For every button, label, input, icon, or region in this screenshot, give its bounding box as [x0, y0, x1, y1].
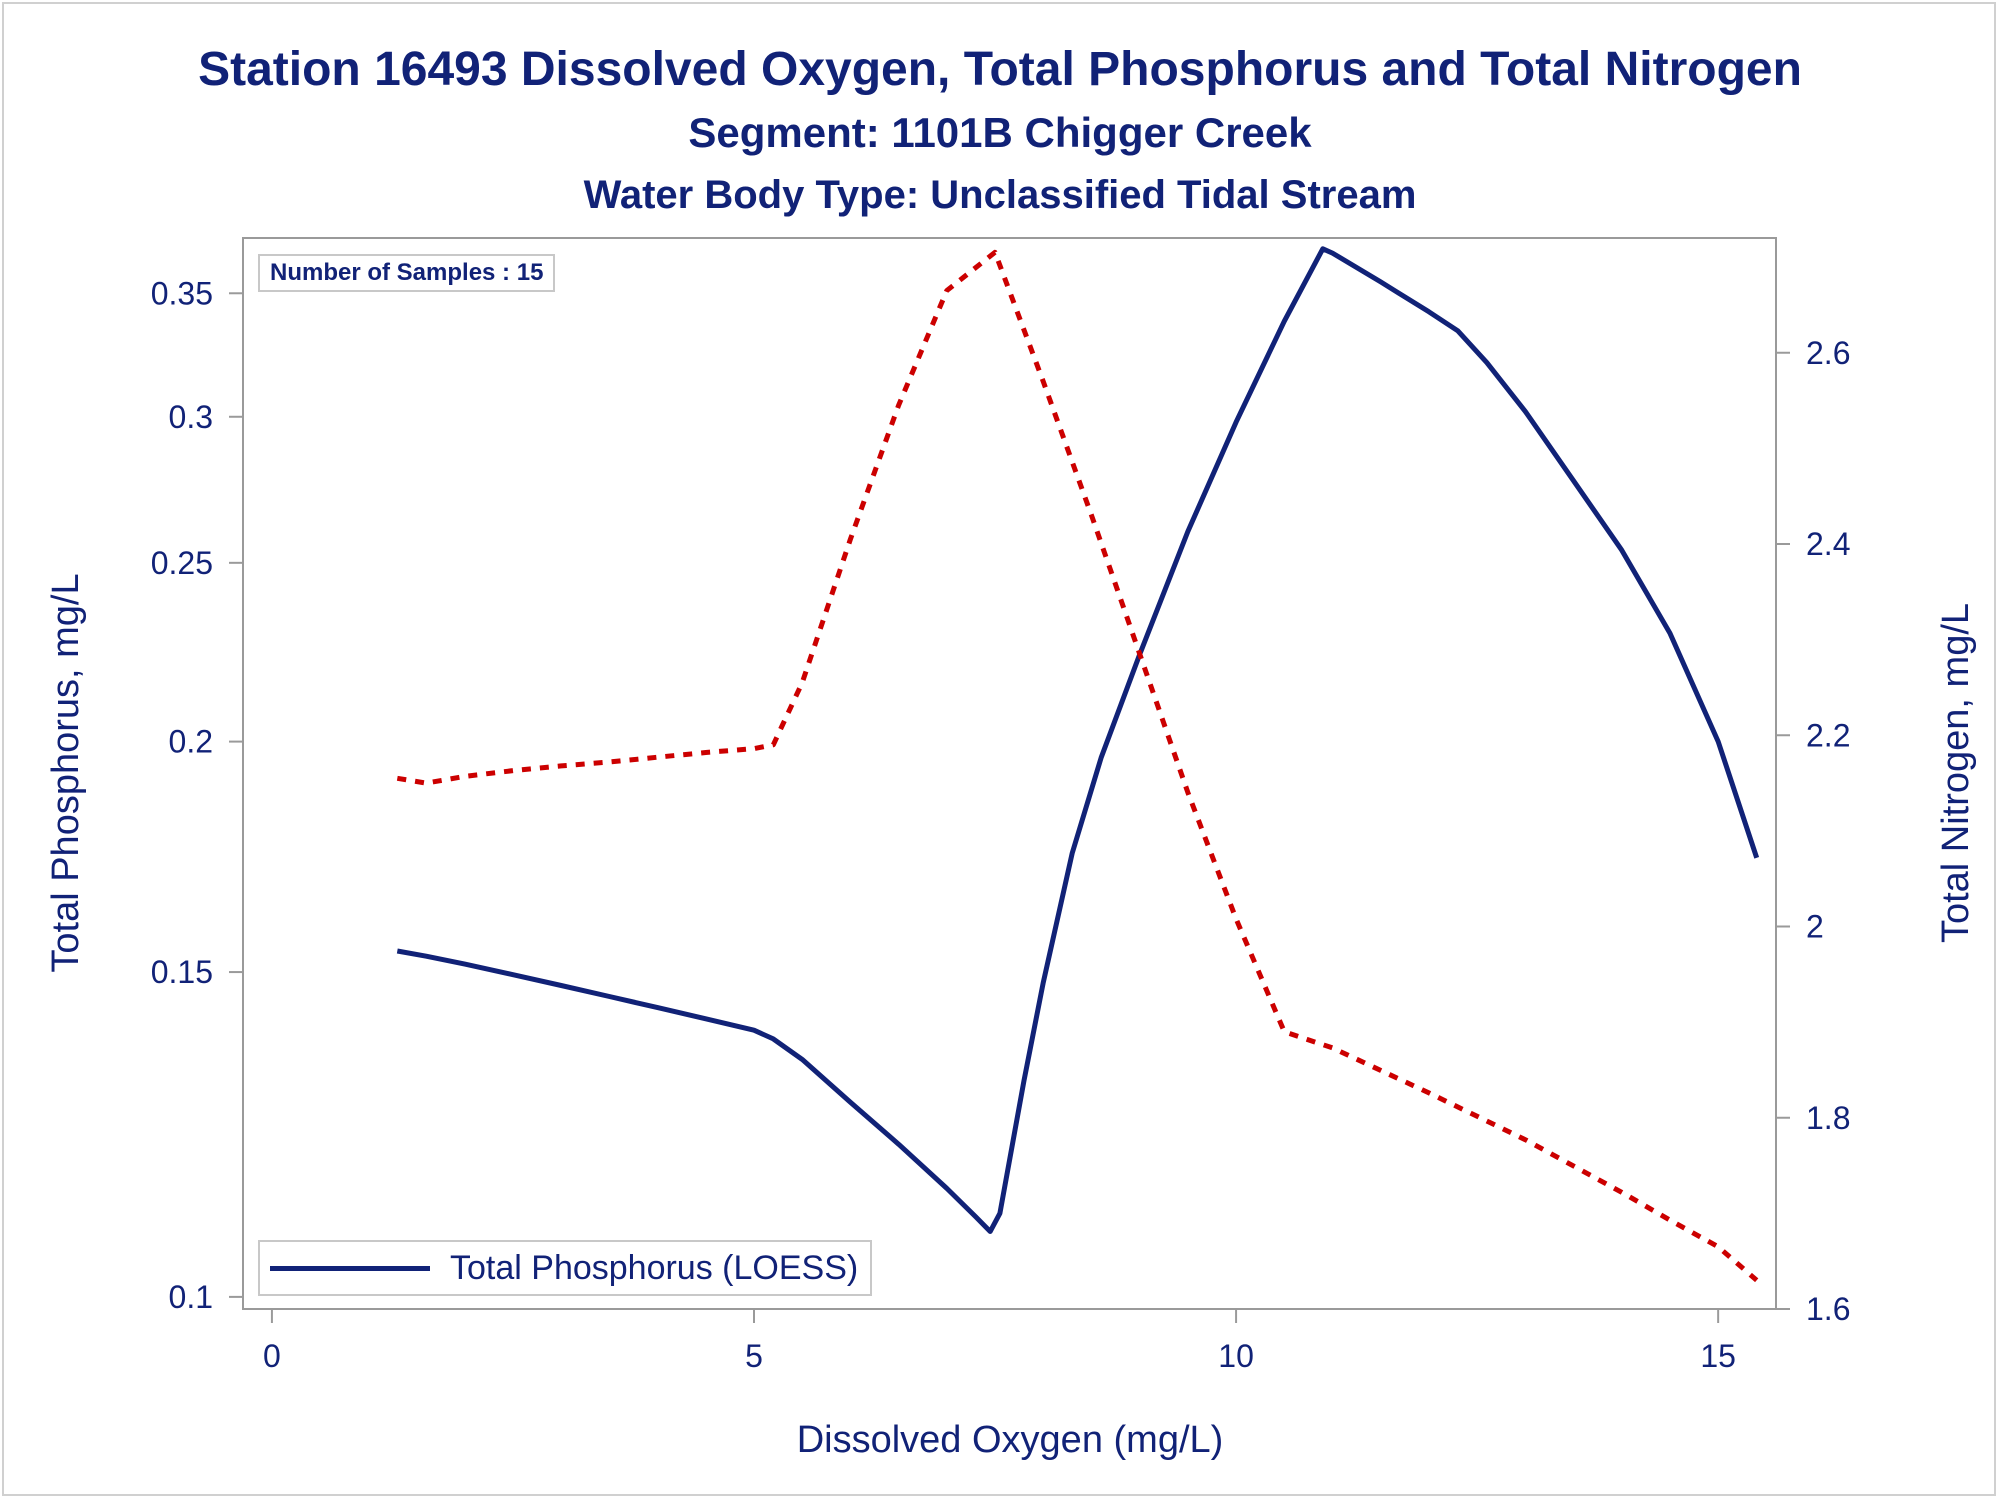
y2-tick-label: 2.6 [1806, 335, 1850, 371]
y-tick-label: 0.25 [151, 545, 213, 581]
y-axis-right: 1.6 1.8 2 2.2 2.4 2.6 [1776, 335, 1850, 1327]
title-block: Station 16493 Dissolved Oxygen, Total Ph… [0, 38, 2000, 226]
y-axis-left-title: Total Phosphorus, mg/L [45, 573, 87, 972]
x-tick-label: 5 [745, 1338, 763, 1374]
chart-title: Station 16493 Dissolved Oxygen, Total Ph… [198, 43, 1802, 96]
y2-tick-label: 2.4 [1806, 526, 1850, 562]
y-tick-label: 0.15 [151, 954, 213, 990]
sample-count-box: Number of Samples : 15 [258, 254, 556, 292]
y-tick-label: 0.2 [169, 724, 213, 760]
x-tick-label: 15 [1700, 1338, 1736, 1374]
legend-swatch [270, 1265, 430, 1271]
plot-area [242, 237, 1777, 1310]
series-line-phosphorus [396, 246, 1760, 1234]
legend-label: Total Phosphorus (LOESS) [450, 1248, 859, 1287]
y2-tick-label: 1.8 [1806, 1100, 1850, 1136]
series-layer [396, 246, 1760, 1283]
y2-tick-label: 1.6 [1806, 1291, 1850, 1327]
series-line-nitrogen [396, 249, 1759, 1283]
x-axis: 0 5 10 15 [263, 1309, 1736, 1374]
y2-tick-label: 2.2 [1806, 717, 1850, 753]
x-axis-title: Dissolved Oxygen (mg/L) [797, 1419, 1224, 1461]
chart-subtitle-2: Water Body Type: Unclassified Tidal Stre… [583, 173, 1417, 217]
x-tick-label: 10 [1218, 1338, 1254, 1374]
y-tick-label: 0.35 [151, 275, 213, 311]
y-tick-label: 0.1 [169, 1279, 213, 1315]
x-tick-label: 0 [263, 1338, 281, 1374]
y-axis-right-title: Total Nitrogen, mg/L [1935, 603, 1977, 943]
chart-subtitle: Segment: 1101B Chigger Creek [688, 109, 1312, 156]
y2-tick-label: 2 [1806, 909, 1824, 945]
y-tick-label: 0.3 [169, 399, 213, 435]
legend: Total Phosphorus (LOESS) [258, 1240, 873, 1296]
y-axis-left: 0.1 0.15 0.2 0.25 0.3 0.35 [151, 275, 243, 1315]
